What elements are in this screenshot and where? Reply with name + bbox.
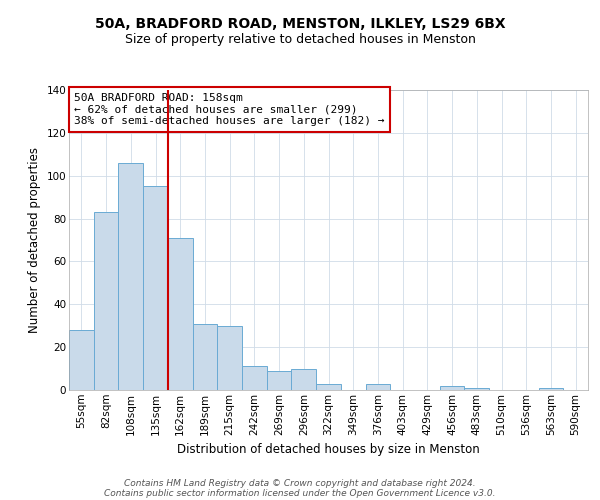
Bar [464,388,489,390]
Bar [193,324,217,390]
Bar [316,384,341,390]
X-axis label: Distribution of detached houses by size in Menston: Distribution of detached houses by size … [177,443,480,456]
Bar [168,238,193,390]
Bar [242,366,267,390]
Text: 50A, BRADFORD ROAD, MENSTON, ILKLEY, LS29 6BX: 50A, BRADFORD ROAD, MENSTON, ILKLEY, LS2… [95,18,505,32]
Text: Size of property relative to detached houses in Menston: Size of property relative to detached ho… [125,32,475,46]
Bar [217,326,242,390]
Bar [118,163,143,390]
Y-axis label: Number of detached properties: Number of detached properties [28,147,41,333]
Bar [143,186,168,390]
Bar [267,370,292,390]
Bar [365,384,390,390]
Text: Contains public sector information licensed under the Open Government Licence v3: Contains public sector information licen… [104,488,496,498]
Bar [539,388,563,390]
Bar [292,368,316,390]
Text: Contains HM Land Registry data © Crown copyright and database right 2024.: Contains HM Land Registry data © Crown c… [124,478,476,488]
Bar [440,386,464,390]
Text: 50A BRADFORD ROAD: 158sqm
← 62% of detached houses are smaller (299)
38% of semi: 50A BRADFORD ROAD: 158sqm ← 62% of detac… [74,93,385,126]
Bar [94,212,118,390]
Bar [69,330,94,390]
